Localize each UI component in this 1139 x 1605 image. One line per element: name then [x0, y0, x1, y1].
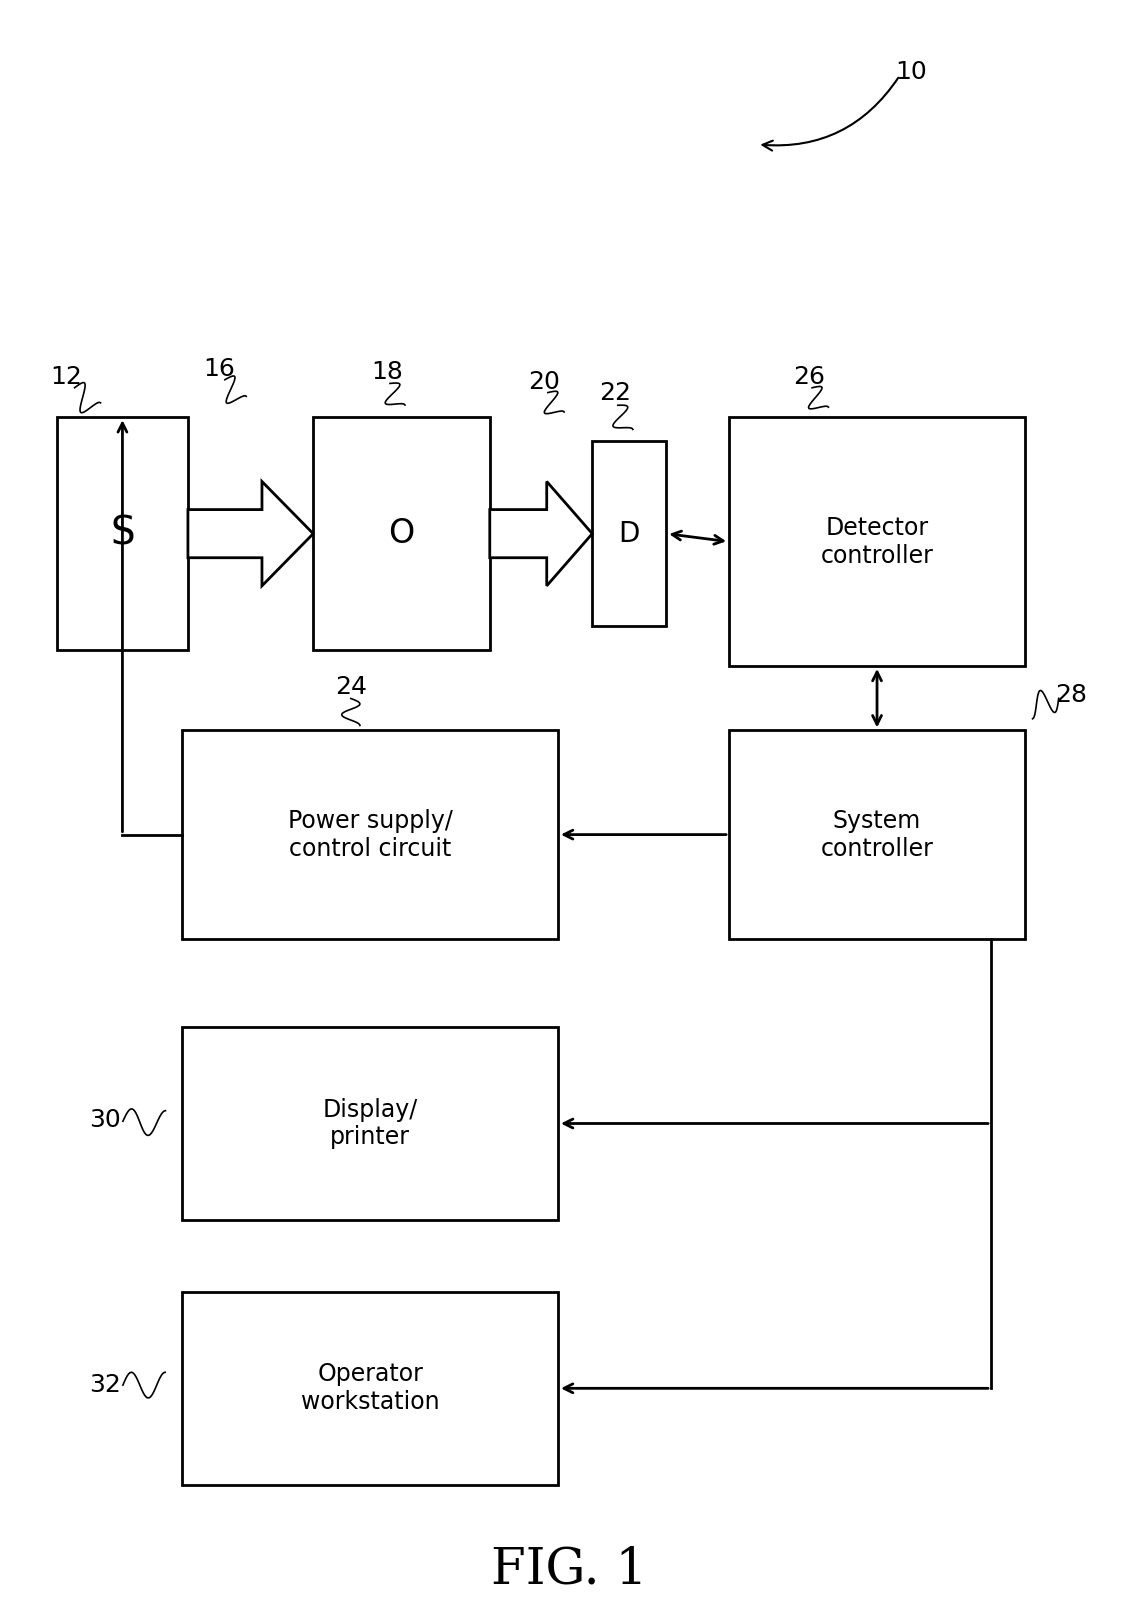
- Text: System
controller: System controller: [820, 809, 934, 860]
- Text: 20: 20: [528, 371, 560, 393]
- Text: 24: 24: [335, 676, 367, 698]
- Bar: [182, 730, 558, 939]
- Text: 30: 30: [89, 1109, 121, 1132]
- Text: Operator
workstation: Operator workstation: [301, 1363, 440, 1414]
- Text: 10: 10: [895, 61, 927, 83]
- Text: 22: 22: [599, 382, 631, 404]
- Bar: [313, 417, 490, 650]
- Bar: [182, 1027, 558, 1220]
- Polygon shape: [490, 482, 592, 586]
- Bar: [57, 417, 188, 650]
- Text: 12: 12: [50, 366, 82, 388]
- Bar: [729, 730, 1025, 939]
- Bar: [592, 441, 666, 626]
- Text: 28: 28: [1055, 684, 1087, 706]
- Bar: [182, 1292, 558, 1485]
- Text: FIG. 1: FIG. 1: [491, 1546, 648, 1594]
- Text: O: O: [388, 517, 415, 551]
- Text: 18: 18: [371, 361, 403, 384]
- Text: 26: 26: [793, 366, 825, 388]
- Text: Power supply/
control circuit: Power supply/ control circuit: [288, 809, 452, 860]
- Text: D: D: [618, 520, 640, 547]
- Polygon shape: [188, 482, 313, 586]
- Text: Detector
controller: Detector controller: [820, 515, 934, 568]
- Text: S: S: [110, 515, 134, 552]
- Text: 16: 16: [203, 358, 235, 380]
- Text: Display/
printer: Display/ printer: [322, 1098, 418, 1149]
- Text: 32: 32: [89, 1374, 121, 1396]
- Bar: [729, 417, 1025, 666]
